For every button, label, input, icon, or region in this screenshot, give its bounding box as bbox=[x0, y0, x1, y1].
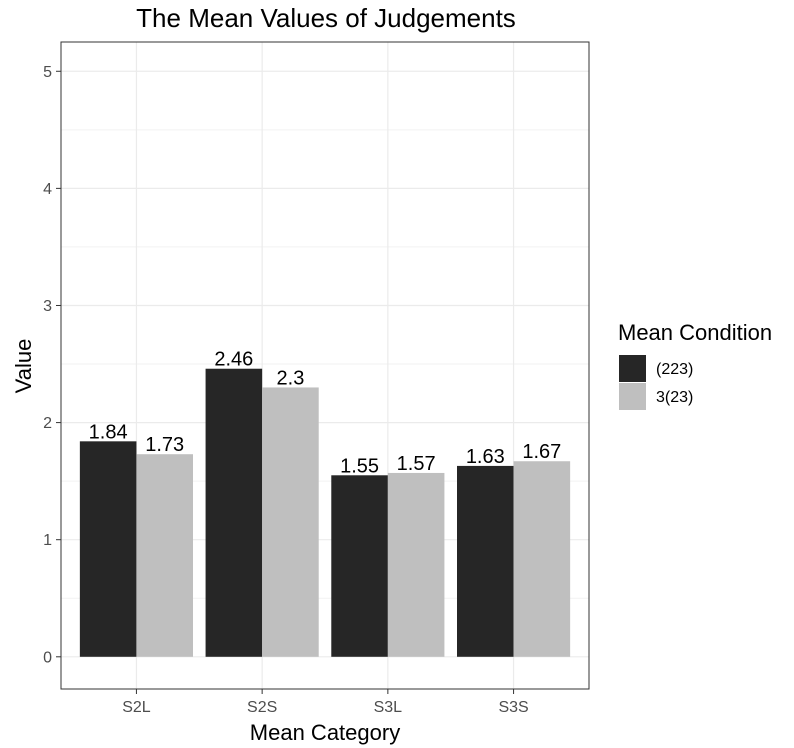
y-tick-label: 3 bbox=[43, 298, 52, 315]
y-axis: 0 1 2 3 4 5 bbox=[43, 64, 61, 666]
data-labels: 1.84 2.46 1.55 1.63 1.73 2.3 1.57 1.67 bbox=[89, 349, 562, 478]
bar bbox=[79, 441, 137, 657]
legend: Mean Condition (223) 3(23) bbox=[618, 320, 772, 410]
bar-value-label: 1.55 bbox=[340, 455, 379, 477]
bar-value-label: 1.73 bbox=[145, 434, 184, 456]
x-tick-label: S3S bbox=[498, 699, 528, 716]
bars bbox=[79, 368, 571, 657]
bar-value-label: 2.46 bbox=[214, 349, 253, 371]
x-tick-label: S2L bbox=[122, 699, 151, 716]
y-axis-title: Value bbox=[11, 339, 36, 394]
x-tick-label: S3L bbox=[374, 699, 403, 716]
y-tick-label: 2 bbox=[43, 415, 52, 432]
bar bbox=[136, 454, 193, 657]
y-tick-label: 4 bbox=[43, 181, 52, 198]
x-axis: S2L S2S S3L S3S bbox=[122, 689, 529, 716]
y-tick-label: 1 bbox=[43, 532, 52, 549]
bar-value-label: 1.57 bbox=[397, 453, 436, 475]
legend-swatch bbox=[619, 383, 646, 410]
x-tick-label: S2S bbox=[247, 699, 277, 716]
x-axis-title: Mean Category bbox=[250, 720, 400, 745]
bar bbox=[262, 387, 319, 657]
y-tick-label: 5 bbox=[43, 64, 52, 81]
bar bbox=[513, 461, 571, 657]
bar bbox=[457, 465, 514, 657]
chart-title: The Mean Values of Judgements bbox=[136, 3, 516, 33]
legend-swatch bbox=[619, 355, 646, 382]
legend-label: (223) bbox=[656, 361, 693, 378]
bar bbox=[331, 475, 388, 657]
bar-value-label: 1.63 bbox=[466, 446, 505, 468]
plot-panel-border bbox=[60, 41, 590, 690]
bar-value-label: 2.3 bbox=[277, 367, 305, 389]
bar-value-label: 1.84 bbox=[89, 421, 128, 443]
legend-label: 3(23) bbox=[656, 389, 693, 406]
y-tick-label: 0 bbox=[43, 649, 52, 666]
bar bbox=[387, 472, 445, 657]
bar-value-label: 1.67 bbox=[522, 441, 561, 463]
legend-title: Mean Condition bbox=[618, 320, 772, 345]
bar bbox=[205, 368, 263, 657]
